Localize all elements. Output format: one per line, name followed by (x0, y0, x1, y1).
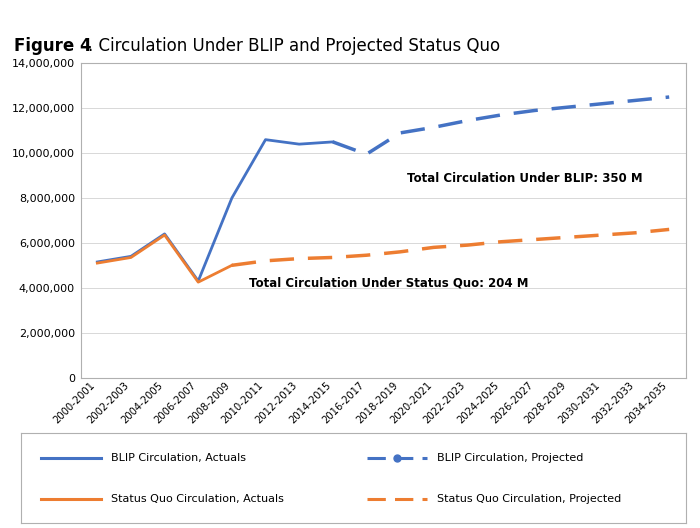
Text: BLIP Circulation, Actuals: BLIP Circulation, Actuals (111, 453, 246, 463)
Text: BLIP Circulation, Projected: BLIP Circulation, Projected (437, 453, 583, 463)
Text: Status Quo Circulation, Projected: Status Quo Circulation, Projected (437, 494, 621, 504)
Text: Figure 4: Figure 4 (14, 37, 92, 55)
Text: Status Quo Circulation, Actuals: Status Quo Circulation, Actuals (111, 494, 284, 504)
Text: Total Circulation Under Status Quo: 204 M: Total Circulation Under Status Quo: 204 … (248, 277, 528, 290)
Text: . Circulation Under BLIP and Projected Status Quo: . Circulation Under BLIP and Projected S… (88, 37, 500, 55)
Text: Total Circulation Under BLIP: 350 M: Total Circulation Under BLIP: 350 M (407, 172, 643, 185)
